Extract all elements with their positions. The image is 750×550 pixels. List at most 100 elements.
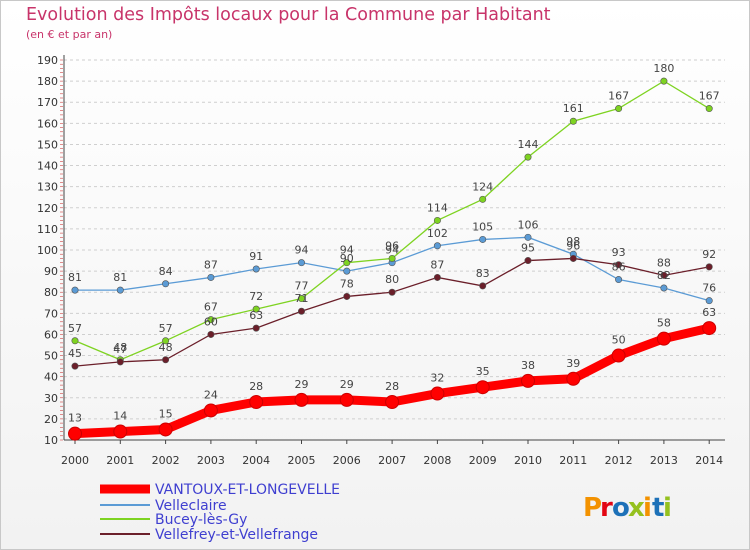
brand-letter: t [652,493,664,523]
data-point [479,195,487,203]
data-point [569,117,577,125]
data-point [660,271,668,279]
x-tick-label: 2010 [514,454,542,467]
data-point [343,292,351,300]
y-tick-label: 70 [44,307,58,320]
data-label: 24 [204,388,218,401]
data-label: 28 [249,380,263,393]
data-label: 48 [159,341,173,354]
data-point [524,153,532,161]
series-lines [68,77,717,441]
data-point [433,242,441,250]
legend-label: Velleclaire [155,498,227,514]
data-point [294,392,309,407]
data-point [524,233,532,241]
data-label: 82 [657,269,671,282]
y-tick-label: 180 [37,75,58,88]
y-tick-label: 150 [37,138,58,151]
data-point [433,273,441,281]
data-point [475,380,490,395]
data-label: 167 [608,90,629,103]
brand-letter: i [663,493,672,523]
data-point [615,261,623,269]
data-point [702,321,717,336]
data-label: 50 [612,334,626,347]
x-tick-label: 2014 [695,454,723,467]
data-label: 57 [159,322,173,335]
x-tick-label: 2011 [559,454,587,467]
data-point [116,358,124,366]
data-label: 45 [68,347,82,360]
data-point [113,424,128,439]
y-tick-label: 170 [37,96,58,109]
grid-lines [64,59,725,420]
y-tick-label: 50 [44,350,58,363]
data-label: 29 [295,378,309,391]
y-tick-label: 100 [37,244,58,257]
data-label: 81 [68,271,82,284]
data-point [297,307,305,315]
data-label: 80 [385,273,399,286]
data-label: 167 [699,90,720,103]
data-label: 92 [702,248,716,261]
data-point [388,288,396,296]
data-point [479,235,487,243]
data-label: 124 [472,180,493,193]
legend: VANTOUX-ET-LONGEVELLEVelleclaireBucey-lè… [100,482,340,543]
x-tick-label: 2003 [197,454,225,467]
data-label: 39 [566,357,580,370]
y-tick-label: 80 [44,286,58,299]
data-point [158,422,173,437]
data-point [116,286,124,294]
data-label: 94 [295,244,309,257]
data-label: 58 [657,317,671,330]
data-point [656,331,671,346]
data-point [660,77,668,85]
data-point [207,316,215,324]
data-point [615,276,623,284]
data-point [297,259,305,267]
data-point [68,426,82,441]
data-point [343,259,351,267]
data-label: 91 [249,250,263,263]
legend-label: VANTOUX-ET-LONGEVELLE [155,482,340,498]
data-point [162,356,170,364]
data-label: 87 [430,258,444,271]
data-point [203,403,218,418]
y-tick-label: 60 [44,328,58,341]
y-tick-label: 30 [44,392,58,405]
data-label: 94 [340,244,354,257]
data-label: 77 [295,280,309,293]
data-point [433,216,441,224]
y-tick-label: 160 [37,117,58,130]
data-label: 102 [427,227,448,240]
data-label: 29 [340,378,354,391]
data-label: 161 [563,102,584,115]
y-tick-label: 10 [44,434,58,447]
chart-title: Evolution des Impôts locaux pour la Comm… [26,5,551,25]
data-point [566,371,581,386]
data-label: 94 [385,244,399,257]
x-tick-label: 2007 [378,454,406,467]
x-tick-label: 2002 [152,454,180,467]
data-label: 57 [68,322,82,335]
y-tick-label: 190 [37,54,58,67]
data-point [71,337,79,345]
data-label: 81 [113,271,127,284]
data-label: 14 [113,410,127,423]
data-point [71,362,79,370]
data-point [705,297,713,305]
data-label: 93 [612,246,626,259]
data-point [521,373,535,388]
y-tick-label: 120 [37,202,58,215]
data-label: 76 [702,282,716,295]
x-tick-label: 2013 [650,454,678,467]
data-point [71,286,79,294]
y-tick-label: 20 [44,413,58,426]
data-point [207,330,215,338]
brand-letter: P [583,493,602,523]
data-point [479,282,487,290]
data-point [660,284,668,292]
